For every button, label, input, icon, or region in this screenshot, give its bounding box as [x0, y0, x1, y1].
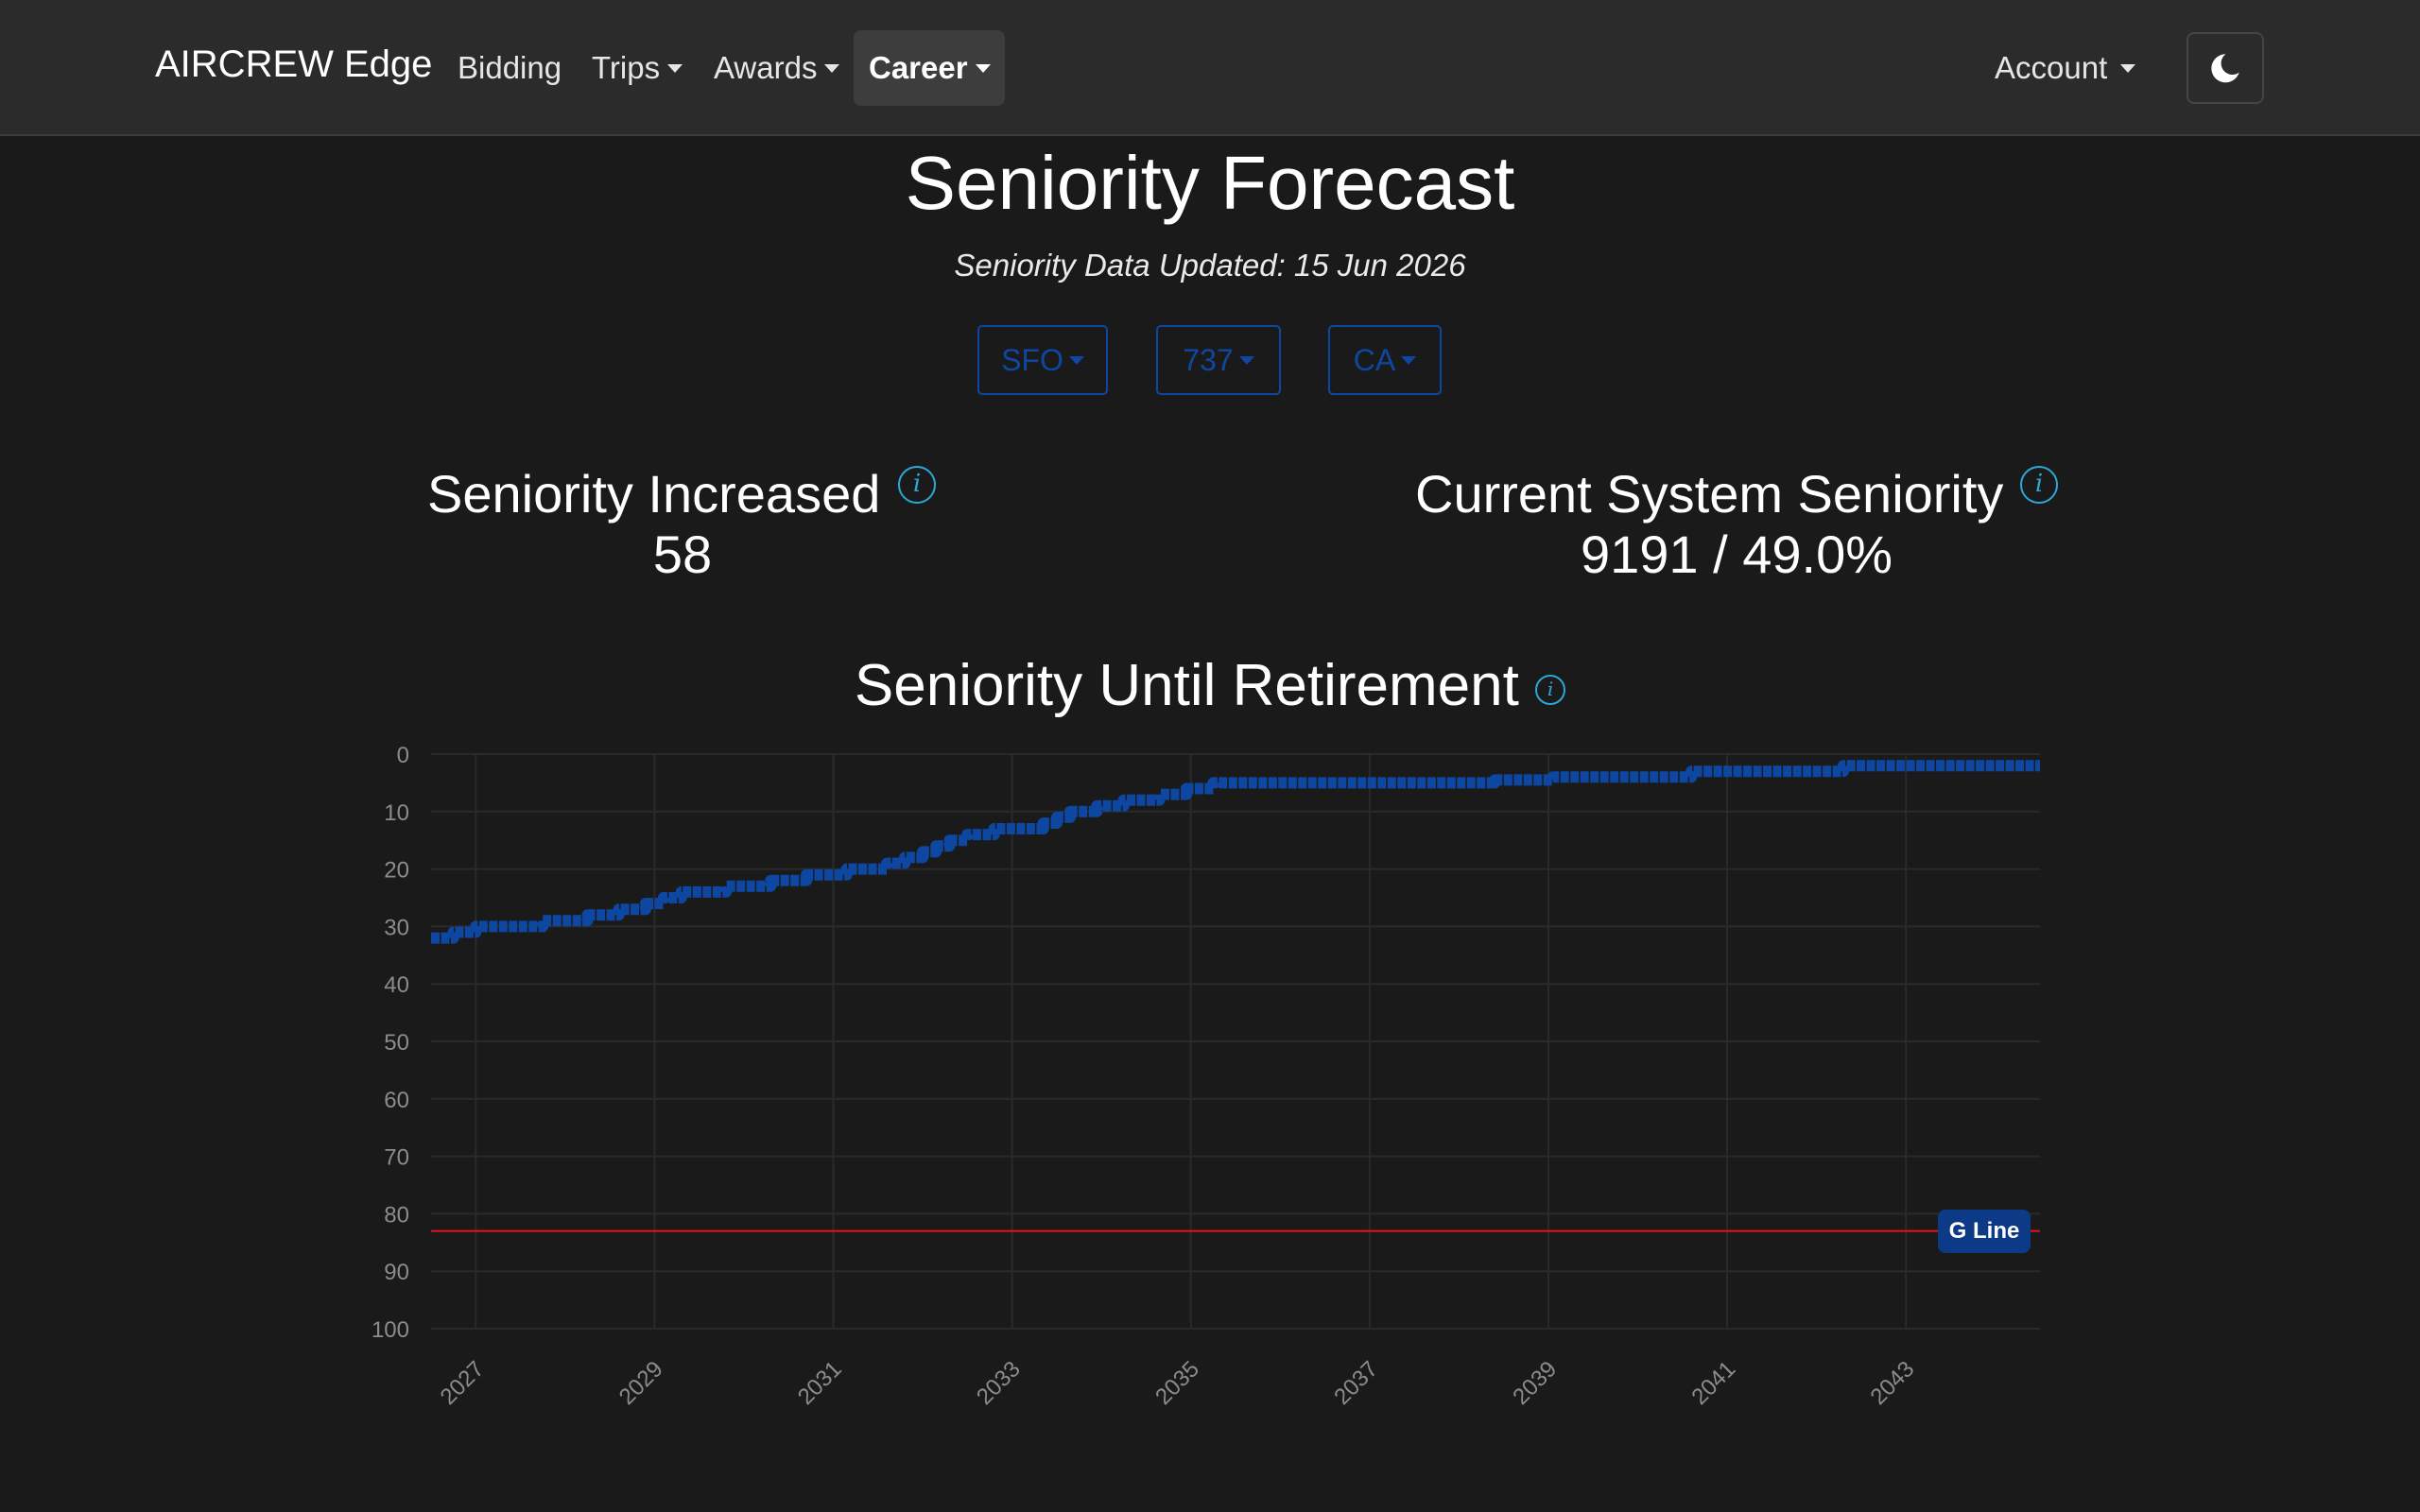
x-tick-label: 2031: [793, 1356, 847, 1410]
y-axis: 0 10 20 30 40 50 60 70 80 90 100: [372, 743, 409, 1343]
nav-label: Career: [869, 50, 968, 85]
g-line-label: G Line: [1938, 1210, 2031, 1253]
caret-down-icon: [975, 64, 991, 73]
nav-item-account[interactable]: Account: [1979, 30, 2151, 106]
y-tick-label: 90: [384, 1260, 409, 1285]
y-tick-label: 100: [372, 1317, 409, 1343]
caret-down-icon: [824, 64, 840, 73]
chart-series: [431, 760, 2040, 944]
y-tick-label: 80: [384, 1202, 409, 1228]
nav-label: Trips: [592, 50, 661, 85]
chart-title: Seniority Until Retirement i: [0, 652, 2420, 719]
base-dropdown[interactable]: SFO: [977, 325, 1108, 395]
info-icon[interactable]: i: [898, 466, 936, 504]
y-tick-label: 10: [384, 800, 409, 826]
nav-item-career[interactable]: Career: [854, 30, 1005, 106]
moon-icon: [2211, 54, 2239, 83]
top-navbar: AIRCREW Edge Bidding Trips Awards Career…: [0, 0, 2420, 136]
base-dropdown-label: SFO: [1001, 343, 1063, 377]
nav-item-awards[interactable]: Awards: [699, 30, 855, 106]
brand-logo[interactable]: AIRCREW Edge: [155, 43, 433, 85]
x-tick-label: 2033: [972, 1356, 1026, 1410]
caret-down-icon: [667, 64, 683, 73]
caret-down-icon: [2120, 64, 2136, 73]
page-title: Seniority Forecast: [905, 141, 1515, 225]
seniority-increased-label: Seniority Increased: [427, 464, 881, 524]
current-seniority-value: 9191 / 49.0%: [1580, 524, 1893, 584]
nav-label: Account: [1995, 50, 2108, 85]
theme-toggle-button[interactable]: [2187, 32, 2264, 104]
x-tick-label: 2043: [1866, 1356, 1920, 1410]
nav-label: Bidding: [458, 50, 562, 85]
chart-title-text: Seniority Until Retirement: [854, 653, 1519, 718]
y-tick-label: 40: [384, 972, 409, 998]
x-tick-label: 2035: [1150, 1356, 1204, 1410]
caret-down-icon: [1238, 356, 1254, 365]
nav-label: Awards: [714, 50, 818, 85]
x-tick-label: 2039: [1508, 1356, 1562, 1410]
seniority-increased-value: 58: [652, 524, 713, 584]
x-tick-label: 2041: [1686, 1356, 1740, 1410]
info-icon[interactable]: i: [1535, 675, 1566, 705]
y-tick-label: 20: [384, 858, 409, 884]
x-tick-label: 2037: [1329, 1356, 1383, 1410]
y-tick-label: 70: [384, 1145, 409, 1171]
y-tick-label: 30: [384, 915, 409, 940]
equipment-dropdown[interactable]: 737: [1156, 325, 1281, 395]
caret-down-icon: [1401, 356, 1417, 365]
equipment-dropdown-label: 737: [1183, 343, 1234, 377]
y-tick-label: 60: [384, 1088, 409, 1113]
x-axis: 2027 2029 2031 2033 2035 2037 2039 2041 2043: [436, 1356, 1920, 1410]
y-tick-label: 50: [384, 1030, 409, 1056]
x-tick-label: 2027: [436, 1356, 490, 1410]
nav-item-trips[interactable]: Trips: [577, 30, 698, 106]
seat-dropdown-label: CA: [1353, 343, 1396, 377]
seat-dropdown[interactable]: CA: [1328, 325, 1442, 395]
x-tick-label: 2029: [614, 1356, 668, 1410]
info-icon[interactable]: i: [2020, 466, 2058, 504]
seniority-series-line: [431, 760, 2040, 944]
chart-grid: [431, 753, 2040, 1330]
y-tick-label: 0: [397, 743, 409, 768]
current-seniority-label: Current System Seniority: [1415, 464, 2004, 524]
data-updated-subtitle: Seniority Data Updated: 15 Jun 2026: [954, 248, 1466, 283]
nav-item-bidding[interactable]: Bidding: [442, 30, 577, 106]
caret-down-icon: [1068, 356, 1084, 365]
